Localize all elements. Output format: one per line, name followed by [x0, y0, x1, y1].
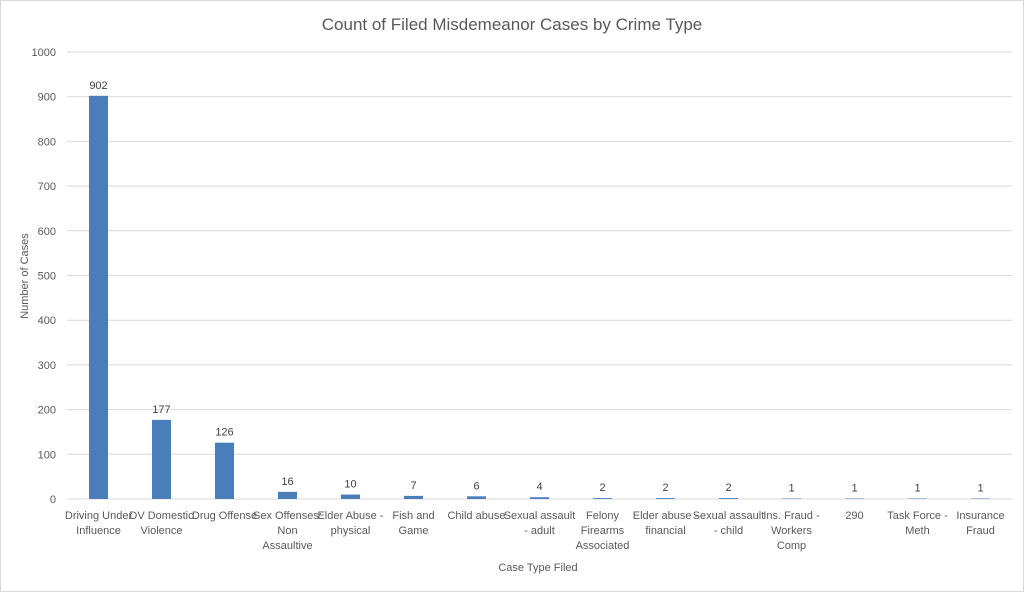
y-tick-label: 200	[38, 405, 56, 417]
x-category-label: Task Force -Meth	[887, 510, 948, 537]
y-tick-label: 1000	[32, 47, 56, 59]
y-tick-label: 100	[38, 449, 56, 461]
bars	[89, 95, 990, 499]
bar	[593, 498, 612, 499]
data-labels: 902 177 126 16 10 7 6 4 2 2 2 1 1 1 1	[89, 80, 983, 495]
bar	[656, 498, 675, 499]
x-category-label: Elder Abuse -physical	[317, 510, 383, 537]
data-label: 2	[662, 482, 668, 494]
y-tick-label: 0	[50, 494, 56, 506]
data-label: 2	[599, 482, 605, 494]
x-axis-title: Case Type Filed	[498, 562, 577, 574]
bar	[278, 491, 297, 499]
bar	[341, 494, 360, 499]
x-category-label: Driving Under Influence	[65, 510, 133, 537]
data-label: 126	[215, 427, 233, 439]
x-category-label: 290	[845, 510, 863, 522]
data-label: 1	[914, 483, 920, 495]
x-category-label: DV Domestic Violence	[129, 510, 194, 537]
data-label: 177	[152, 404, 170, 416]
data-label: 6	[473, 480, 479, 492]
data-label: 1	[977, 483, 983, 495]
x-category-label: Felony Firearms Associated	[576, 510, 630, 552]
data-label: 902	[89, 80, 107, 92]
x-category-label: Child abuse	[447, 510, 505, 522]
y-axis-ticks: 0 100 200 300 400 500 600 700 800 900 1000	[32, 47, 56, 506]
y-tick-label: 700	[38, 181, 56, 193]
data-label: 7	[410, 480, 416, 492]
x-category-label: Sexual assault - adult	[504, 510, 576, 537]
bar	[530, 497, 549, 499]
chart-title: Count of Filed Misdemeanor Cases by Crim…	[322, 15, 702, 34]
y-tick-label: 800	[38, 136, 56, 148]
data-label: 16	[281, 476, 293, 488]
y-tick-label: 600	[38, 226, 56, 238]
data-label: 10	[344, 479, 356, 491]
bar	[89, 95, 108, 499]
bar	[152, 419, 171, 499]
y-tick-label: 300	[38, 360, 56, 372]
bar	[719, 498, 738, 499]
y-tick-label: 500	[38, 271, 56, 283]
y-axis-title: Number of Cases	[19, 233, 31, 319]
data-label: 2	[725, 482, 731, 494]
bar	[404, 495, 423, 499]
x-category-label: Sex Offenses: Non Assaultive	[253, 510, 322, 552]
x-category-label: Elder abuse -financial	[633, 510, 699, 537]
x-category-label: Drug Offense	[192, 510, 257, 522]
bar	[215, 442, 234, 499]
x-category-label: Insurance Fraud	[956, 510, 1004, 537]
bar	[467, 496, 486, 499]
data-label: 1	[788, 483, 794, 495]
x-category-label: Fish and Game	[392, 510, 434, 537]
gridlines	[67, 51, 1012, 500]
data-label: 1	[851, 483, 857, 495]
y-tick-label: 900	[38, 92, 56, 104]
x-category-label: Sexual assault - child	[693, 510, 765, 537]
data-label: 4	[536, 481, 542, 493]
x-category-label: Ins. Fraud -Workers Comp	[763, 510, 820, 552]
y-tick-label: 400	[38, 315, 56, 327]
